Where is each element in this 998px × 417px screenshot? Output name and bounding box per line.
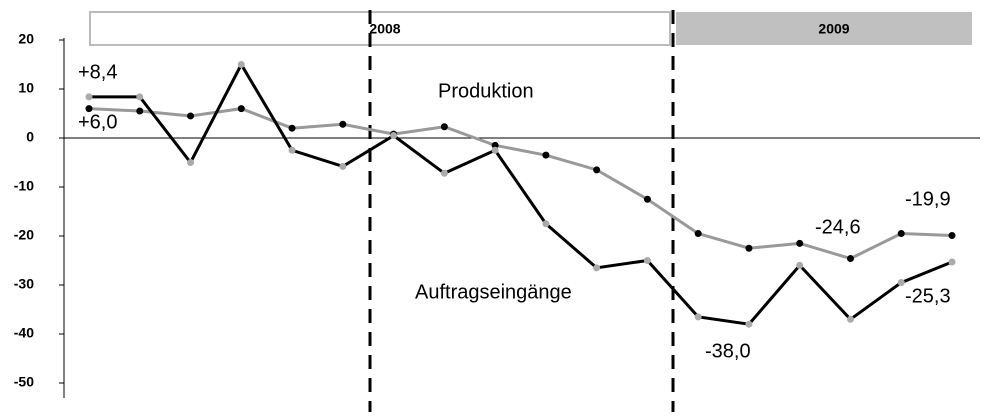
point [440, 123, 448, 131]
period-label: 2009 [818, 21, 849, 37]
point [339, 162, 347, 170]
point [85, 93, 93, 101]
point [187, 112, 195, 120]
point [288, 124, 296, 132]
point [237, 61, 245, 68]
y-tick-label: -30 [14, 276, 34, 292]
point [694, 230, 702, 238]
point [339, 120, 347, 128]
point [897, 230, 905, 238]
series-label: Auftragseingänge [415, 281, 572, 303]
data-label: -25,3 [905, 285, 951, 307]
point [694, 313, 702, 321]
point [897, 279, 905, 287]
period-label: 2008 [369, 21, 400, 37]
y-tick-label: -20 [14, 227, 34, 243]
y-tick-label: -50 [14, 374, 34, 390]
point [542, 151, 550, 159]
y-tick-label: -10 [14, 178, 34, 194]
point [491, 146, 499, 154]
point [390, 132, 398, 140]
point [846, 255, 854, 263]
point [542, 220, 550, 228]
data-label: -19,9 [905, 188, 951, 210]
point [593, 264, 601, 272]
y-tick-label: -40 [14, 325, 34, 341]
data-label: -24,6 [815, 216, 861, 238]
point [796, 239, 804, 247]
point [796, 261, 804, 269]
data-label: -38,0 [705, 340, 751, 362]
series-line [88, 107, 953, 261]
y-tick-label: 20 [18, 31, 34, 47]
point [643, 257, 651, 264]
period-band [676, 12, 972, 45]
point [643, 195, 651, 203]
series-line [89, 61, 953, 326]
point [593, 166, 601, 174]
point [237, 105, 245, 113]
data-label: +8,4 [78, 61, 117, 83]
point [745, 320, 753, 328]
point [846, 315, 854, 323]
point [440, 169, 448, 177]
series-label: Produktion [438, 80, 534, 102]
y-tick-label: 10 [18, 80, 34, 96]
y-tick-label: 0 [26, 129, 34, 145]
point [136, 107, 144, 115]
point [948, 258, 956, 266]
point [85, 105, 93, 113]
point [948, 232, 956, 240]
period-band [89, 11, 671, 46]
point [745, 244, 753, 252]
point [491, 141, 499, 149]
point [136, 93, 144, 101]
data-label: +6,0 [78, 111, 117, 133]
point [288, 146, 296, 154]
point [187, 159, 195, 166]
